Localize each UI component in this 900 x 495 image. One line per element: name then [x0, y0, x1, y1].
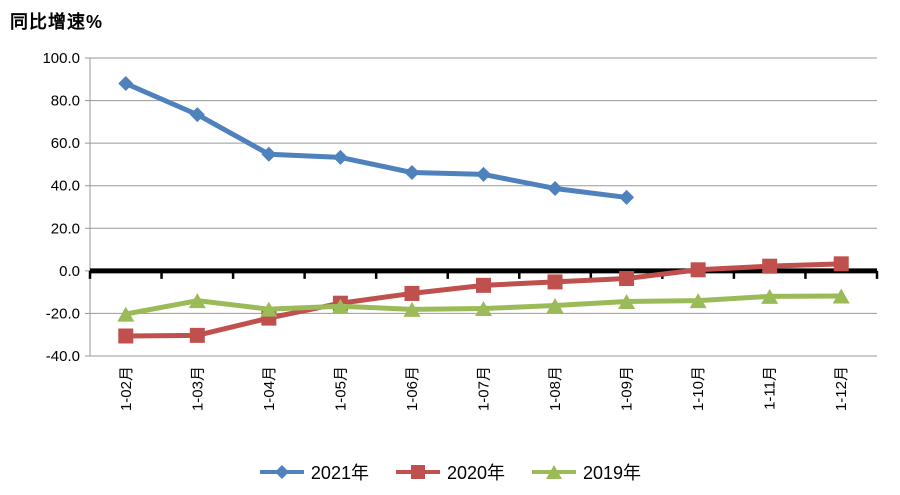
data-point-2019年 — [689, 293, 707, 309]
data-point-2021年 — [261, 146, 277, 162]
x-axis-label: 1-09月 — [619, 366, 636, 411]
data-point-2021年 — [332, 149, 348, 165]
y-axis-label: 0.0 — [59, 263, 80, 280]
data-point-2020年 — [547, 274, 563, 290]
data-point-2020年 — [189, 327, 205, 343]
data-point-2020年 — [404, 285, 420, 301]
series-line-2021年 — [123, 81, 630, 200]
data-point-2019年 — [761, 288, 779, 304]
data-point-2020年 — [833, 256, 849, 272]
x-axis-label: 1-11月 — [762, 366, 779, 410]
legend-item-2020年: 2020年 — [395, 459, 505, 485]
legend-item-2021年: 2021年 — [259, 459, 369, 485]
x-axis-label: 1-07月 — [476, 366, 493, 411]
data-point-2019年 — [403, 301, 421, 317]
y-axis-label: 20.0 — [51, 220, 80, 237]
y-axis-label: 60.0 — [51, 135, 80, 152]
x-axis-label: 1-03月 — [189, 366, 206, 411]
legend-swatch-diamond-icon — [259, 465, 304, 479]
legend-swatch-square-icon — [395, 465, 440, 479]
data-point-2020年 — [619, 271, 635, 287]
data-point-2019年 — [546, 298, 564, 314]
data-point-2019年 — [117, 306, 135, 322]
data-point-2019年 — [618, 294, 636, 310]
chart-title: 同比增速% — [10, 12, 104, 32]
x-axis-label: 1-10月 — [690, 366, 707, 411]
legend-label: 2021年 — [310, 463, 369, 483]
x-axis-label: 1-08月 — [547, 366, 564, 411]
x-axis-label: 1-04月 — [261, 366, 278, 411]
data-point-2021年 — [619, 189, 635, 205]
data-point-2021年 — [189, 107, 205, 123]
data-point-2019年 — [475, 301, 492, 317]
legend-swatch-triangle-icon — [532, 465, 577, 479]
data-point-2021年 — [118, 76, 134, 92]
data-point-2019年 — [260, 301, 278, 317]
x-axis-label: 1-05月 — [332, 366, 349, 411]
legend-item-2019年: 2019年 — [531, 459, 641, 485]
y-axis-label: 40.0 — [51, 178, 80, 195]
x-axis-label: 1-02月 — [118, 366, 135, 411]
legend: 2021年 2020年 2019年 — [0, 452, 900, 492]
data-point-2021年 — [476, 166, 491, 182]
data-point-2021年 — [547, 180, 563, 196]
legend-label: 2019年 — [583, 463, 642, 483]
y-axis-label: 100.0 — [42, 50, 80, 67]
legend-label: 2020年 — [446, 463, 506, 483]
data-point-2020年 — [762, 258, 778, 274]
y-axis-label: 80.0 — [51, 93, 80, 110]
data-point-2020年 — [690, 262, 706, 278]
data-point-2019年 — [832, 288, 850, 304]
data-point-2021年 — [404, 165, 420, 181]
data-point-2020年 — [476, 277, 491, 293]
plot-area: 100.0 80.0 60.0 40.0 20.0 0.0 -20.0 -40.0 1-02月 1… — [42, 50, 879, 411]
data-point-2019年 — [331, 298, 349, 314]
y-axis-label: -40.0 — [46, 348, 80, 365]
x-axis-label: 1-06月 — [404, 366, 421, 411]
y-axis-label: -20.0 — [46, 305, 80, 322]
data-point-2019年 — [188, 293, 206, 309]
x-axis-label: 1-12月 — [833, 366, 850, 411]
data-point-2020年 — [118, 328, 134, 344]
